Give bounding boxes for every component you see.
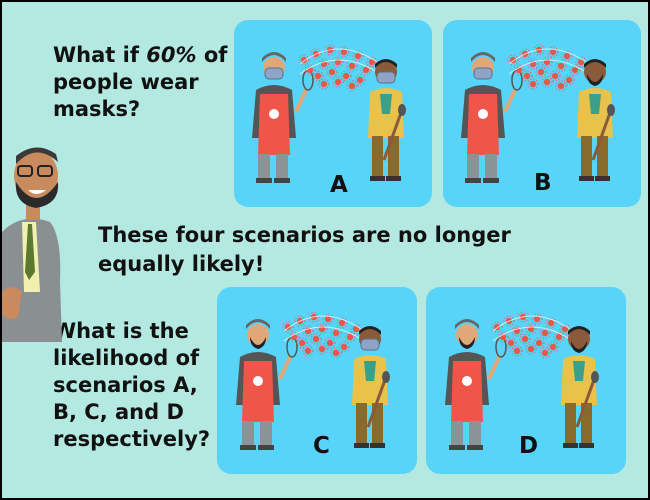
scenario-label: D [519,433,539,459]
scenario-panel-c: C [217,287,417,474]
scenario-illustration [236,311,390,450]
statement-text: These four scenarios are no longer equal… [98,223,511,276]
scenario-label: B [534,170,552,196]
scenario-illustration [252,44,406,183]
scenario-illustration [445,311,599,450]
scenario-label: A [330,172,348,198]
question-top: What if 60% of people wear masks? [53,43,228,121]
question-bottom: What is the likelihood of scenarios A, B… [53,319,211,451]
teacher-illustration [2,147,62,342]
scenario-panel-d: D [426,287,626,474]
scenario-illustration [461,44,615,183]
scenario-panel-a: A [234,20,432,207]
scenario-panel-b: B [443,20,641,207]
scenario-label: C [313,433,330,459]
